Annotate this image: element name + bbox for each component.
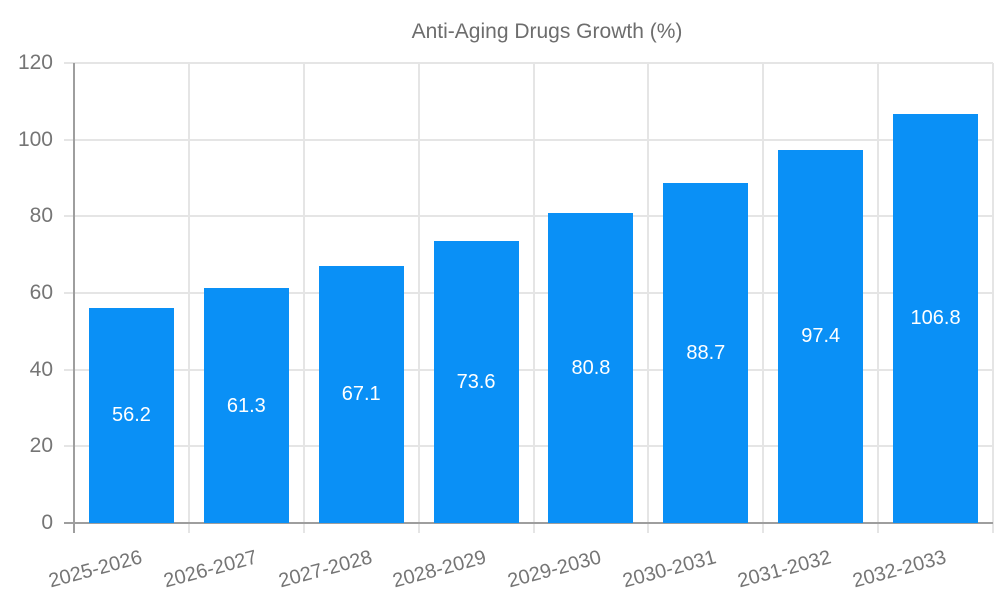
bar-value-label: 73.6 bbox=[456, 370, 496, 393]
h-gridline bbox=[64, 215, 993, 218]
bar bbox=[548, 213, 634, 523]
x-axis-line bbox=[64, 522, 993, 524]
x-axis-tick-label: 2028-2029 bbox=[390, 546, 489, 593]
h-gridline bbox=[64, 445, 993, 448]
bar bbox=[318, 265, 404, 523]
v-gridline bbox=[302, 63, 305, 533]
x-axis-tick-label: 2029-2030 bbox=[505, 546, 604, 593]
x-axis-tick-label: 2027-2028 bbox=[275, 546, 375, 593]
x-axis-tick-label: 2030-2031 bbox=[620, 546, 719, 593]
legend[interactable]: Anti-Aging Drugs Growth (%) bbox=[0, 20, 1000, 44]
bar bbox=[433, 240, 519, 523]
y-axis-tick-label: 0 bbox=[41, 511, 53, 534]
y-axis-tick-label: 120 bbox=[17, 51, 53, 74]
bar-value-label: 97.4 bbox=[801, 325, 841, 348]
bar-value-label: 88.7 bbox=[686, 341, 726, 364]
y-axis-line bbox=[73, 63, 75, 533]
v-gridline bbox=[762, 63, 765, 533]
bar-value-label: 80.8 bbox=[571, 357, 611, 380]
bar-value-label: 56.2 bbox=[111, 404, 151, 427]
x-axis-tick-label: 2032-2033 bbox=[850, 546, 949, 593]
v-gridline bbox=[187, 63, 190, 533]
y-axis-tick-label: 40 bbox=[29, 357, 53, 381]
bar-value-label: 61.3 bbox=[226, 394, 266, 417]
x-axis-tick-label: 2031-2032 bbox=[735, 546, 834, 593]
h-gridline bbox=[64, 138, 993, 141]
v-gridline bbox=[647, 63, 650, 533]
y-axis-tick-label: 20 bbox=[29, 434, 53, 458]
v-gridline bbox=[992, 63, 994, 533]
bar-value-label: 67.1 bbox=[341, 383, 381, 406]
v-gridline bbox=[417, 63, 420, 533]
v-gridline bbox=[877, 63, 880, 533]
bar bbox=[203, 288, 289, 523]
h-gridline bbox=[64, 292, 993, 294]
legend-label: Anti-Aging Drugs Growth (%) bbox=[411, 20, 683, 43]
bar bbox=[88, 307, 174, 523]
y-axis-tick-label: 60 bbox=[29, 281, 53, 304]
h-gridline bbox=[64, 368, 993, 371]
v-gridline bbox=[532, 63, 535, 533]
y-axis-tick-label: 80 bbox=[29, 204, 53, 228]
x-axis-tick-label: 2026-2027 bbox=[161, 546, 260, 593]
h-gridline bbox=[64, 62, 993, 64]
bar bbox=[663, 182, 749, 523]
y-axis-tick-label: 100 bbox=[17, 127, 53, 151]
x-axis-tick-label: 2025-2026 bbox=[46, 546, 145, 593]
bar bbox=[778, 149, 864, 523]
bar-value-label: 106.8 bbox=[910, 307, 961, 330]
bar bbox=[893, 113, 979, 523]
